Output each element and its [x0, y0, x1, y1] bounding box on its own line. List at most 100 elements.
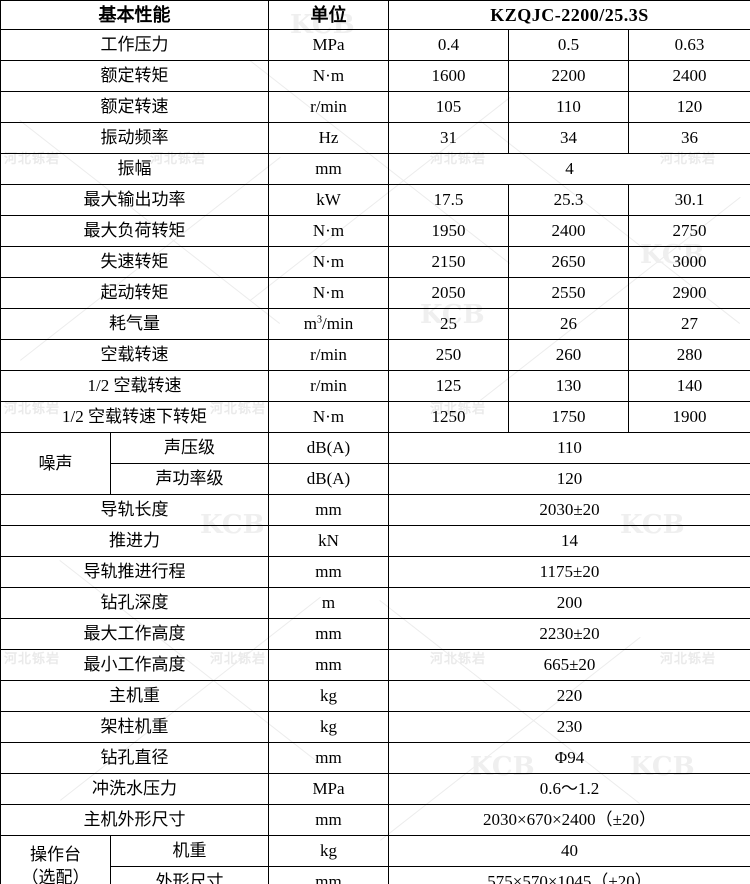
row-unit: MPa — [268, 773, 389, 805]
row-label: 导轨长度 — [0, 494, 269, 526]
row-value-merged: 2030×670×2400（±20） — [387, 804, 750, 836]
header-cell-unit: 单位 — [268, 0, 389, 30]
row-label: 振幅 — [0, 153, 269, 185]
row-label: 耗气量 — [0, 308, 269, 340]
row-value: 1750 — [508, 401, 629, 433]
row-value-merged: 110 — [387, 432, 750, 464]
row-value: 0.63 — [627, 29, 750, 61]
row-unit: dB(A) — [268, 463, 389, 495]
row-value: 3000 — [627, 246, 750, 278]
table-row: 钻孔直径 mm Φ94 — [0, 742, 750, 774]
row-unit: Hz — [268, 122, 389, 154]
row-unit: mm — [268, 153, 389, 185]
row-unit: kN — [268, 525, 389, 557]
row-value: 27 — [627, 308, 750, 340]
row-unit: kg — [268, 711, 389, 743]
row-unit: N·m — [268, 215, 389, 247]
row-unit: r/min — [268, 339, 389, 371]
table-row: 导轨推进行程 mm 1175±20 — [0, 556, 750, 588]
row-label: 钻孔深度 — [0, 587, 269, 619]
table-row: 1/2 空载转速 r/min 125 130 140 — [0, 370, 750, 402]
unit-suffix: /min — [322, 314, 354, 334]
row-unit: mm — [268, 618, 389, 650]
row-value: 250 — [388, 339, 509, 371]
row-unit: N·m — [268, 60, 389, 92]
row-label: 额定转速 — [0, 91, 269, 123]
row-value: 2200 — [508, 60, 629, 92]
row-value-merged: 230 — [387, 711, 750, 743]
group-label-console: 操作台 （选配） — [0, 835, 111, 884]
unit-prefix: m — [303, 314, 318, 334]
table-row: 最大工作高度 mm 2230±20 — [0, 618, 750, 650]
row-value-merged: 2230±20 — [387, 618, 750, 650]
row-label: 最大工作高度 — [0, 618, 269, 650]
table-row: 推进力 kN 14 — [0, 525, 750, 557]
row-label: 声压级 — [110, 432, 269, 464]
table-row: 最大输出功率 kW 17.5 25.3 30.1 — [0, 184, 750, 216]
row-value: 31 — [388, 122, 509, 154]
table-row: 工作压力 MPa 0.4 0.5 0.63 — [0, 29, 750, 61]
row-value: 260 — [508, 339, 629, 371]
row-label: 主机外形尺寸 — [0, 804, 269, 836]
row-value-merged: 2030±20 — [387, 494, 750, 526]
row-value: 25 — [388, 308, 509, 340]
row-value: 36 — [627, 122, 750, 154]
table-row: 主机重 kg 220 — [0, 680, 750, 712]
table-row: 起动转矩 N·m 2050 2550 2900 — [0, 277, 750, 309]
row-value: 0.4 — [388, 29, 509, 61]
table-row: 导轨长度 mm 2030±20 — [0, 494, 750, 526]
table-row-console-dimensions: 外形尺寸 mm 575×570×1045（±20） — [1, 866, 750, 884]
row-value-merged: 4 — [387, 153, 750, 185]
row-unit: m — [268, 587, 389, 619]
row-value: 17.5 — [388, 184, 509, 216]
row-label: 机重 — [110, 835, 269, 867]
row-value-merged: 14 — [387, 525, 750, 557]
row-value: 1250 — [388, 401, 509, 433]
table-row: 最大负荷转矩 N·m 1950 2400 2750 — [0, 215, 750, 247]
row-value-merged: 120 — [387, 463, 750, 495]
row-value-merged: 40 — [387, 835, 750, 867]
row-value: 34 — [508, 122, 629, 154]
table-row: 架柱机重 kg 230 — [0, 711, 750, 743]
row-label: 1/2 空载转速 — [0, 370, 269, 402]
table-row: 振动频率 Hz 31 34 36 — [0, 122, 750, 154]
row-value-merged: 1175±20 — [387, 556, 750, 588]
row-unit: mm — [268, 804, 389, 836]
row-value: 130 — [508, 370, 629, 402]
table-row: 1/2 空载转速下转矩 N·m 1250 1750 1900 — [0, 401, 750, 433]
row-value-merged: 200 — [387, 587, 750, 619]
unit-exponent: 3 — [317, 314, 323, 326]
row-unit: mm — [268, 742, 389, 774]
table-header-row: 基本性能 单位 KZQJC-2200/25.3S — [0, 0, 750, 30]
row-value: 120 — [627, 91, 750, 123]
row-label: 外形尺寸 — [110, 866, 269, 884]
row-unit: N·m — [268, 401, 389, 433]
table-row: 失速转矩 N·m 2150 2650 3000 — [0, 246, 750, 278]
row-unit: dB(A) — [268, 432, 389, 464]
row-value: 2400 — [627, 60, 750, 92]
row-label: 推进力 — [0, 525, 269, 557]
table-row: 耗气量 m3/min 25 26 27 — [0, 308, 750, 340]
group-label-line1: 操作台 — [30, 845, 81, 865]
row-value: 2050 — [388, 277, 509, 309]
table-row: 振幅 mm 4 — [0, 153, 750, 185]
row-unit: r/min — [268, 370, 389, 402]
table-row: 空载转速 r/min 250 260 280 — [0, 339, 750, 371]
row-label: 最小工作高度 — [0, 649, 269, 681]
row-value-merged: Φ94 — [387, 742, 750, 774]
row-label: 起动转矩 — [0, 277, 269, 309]
row-label: 冲洗水压力 — [0, 773, 269, 805]
row-value: 2150 — [388, 246, 509, 278]
row-unit: mm — [268, 494, 389, 526]
row-value: 2400 — [508, 215, 629, 247]
row-value-merged: 575×570×1045（±20） — [387, 866, 750, 884]
group-label-line2: （选配） — [21, 867, 90, 884]
row-value: 30.1 — [627, 184, 750, 216]
row-value: 2650 — [508, 246, 629, 278]
table-row: 最小工作高度 mm 665±20 — [0, 649, 750, 681]
row-value-merged: 220 — [387, 680, 750, 712]
row-unit: kg — [268, 680, 389, 712]
row-value: 105 — [388, 91, 509, 123]
